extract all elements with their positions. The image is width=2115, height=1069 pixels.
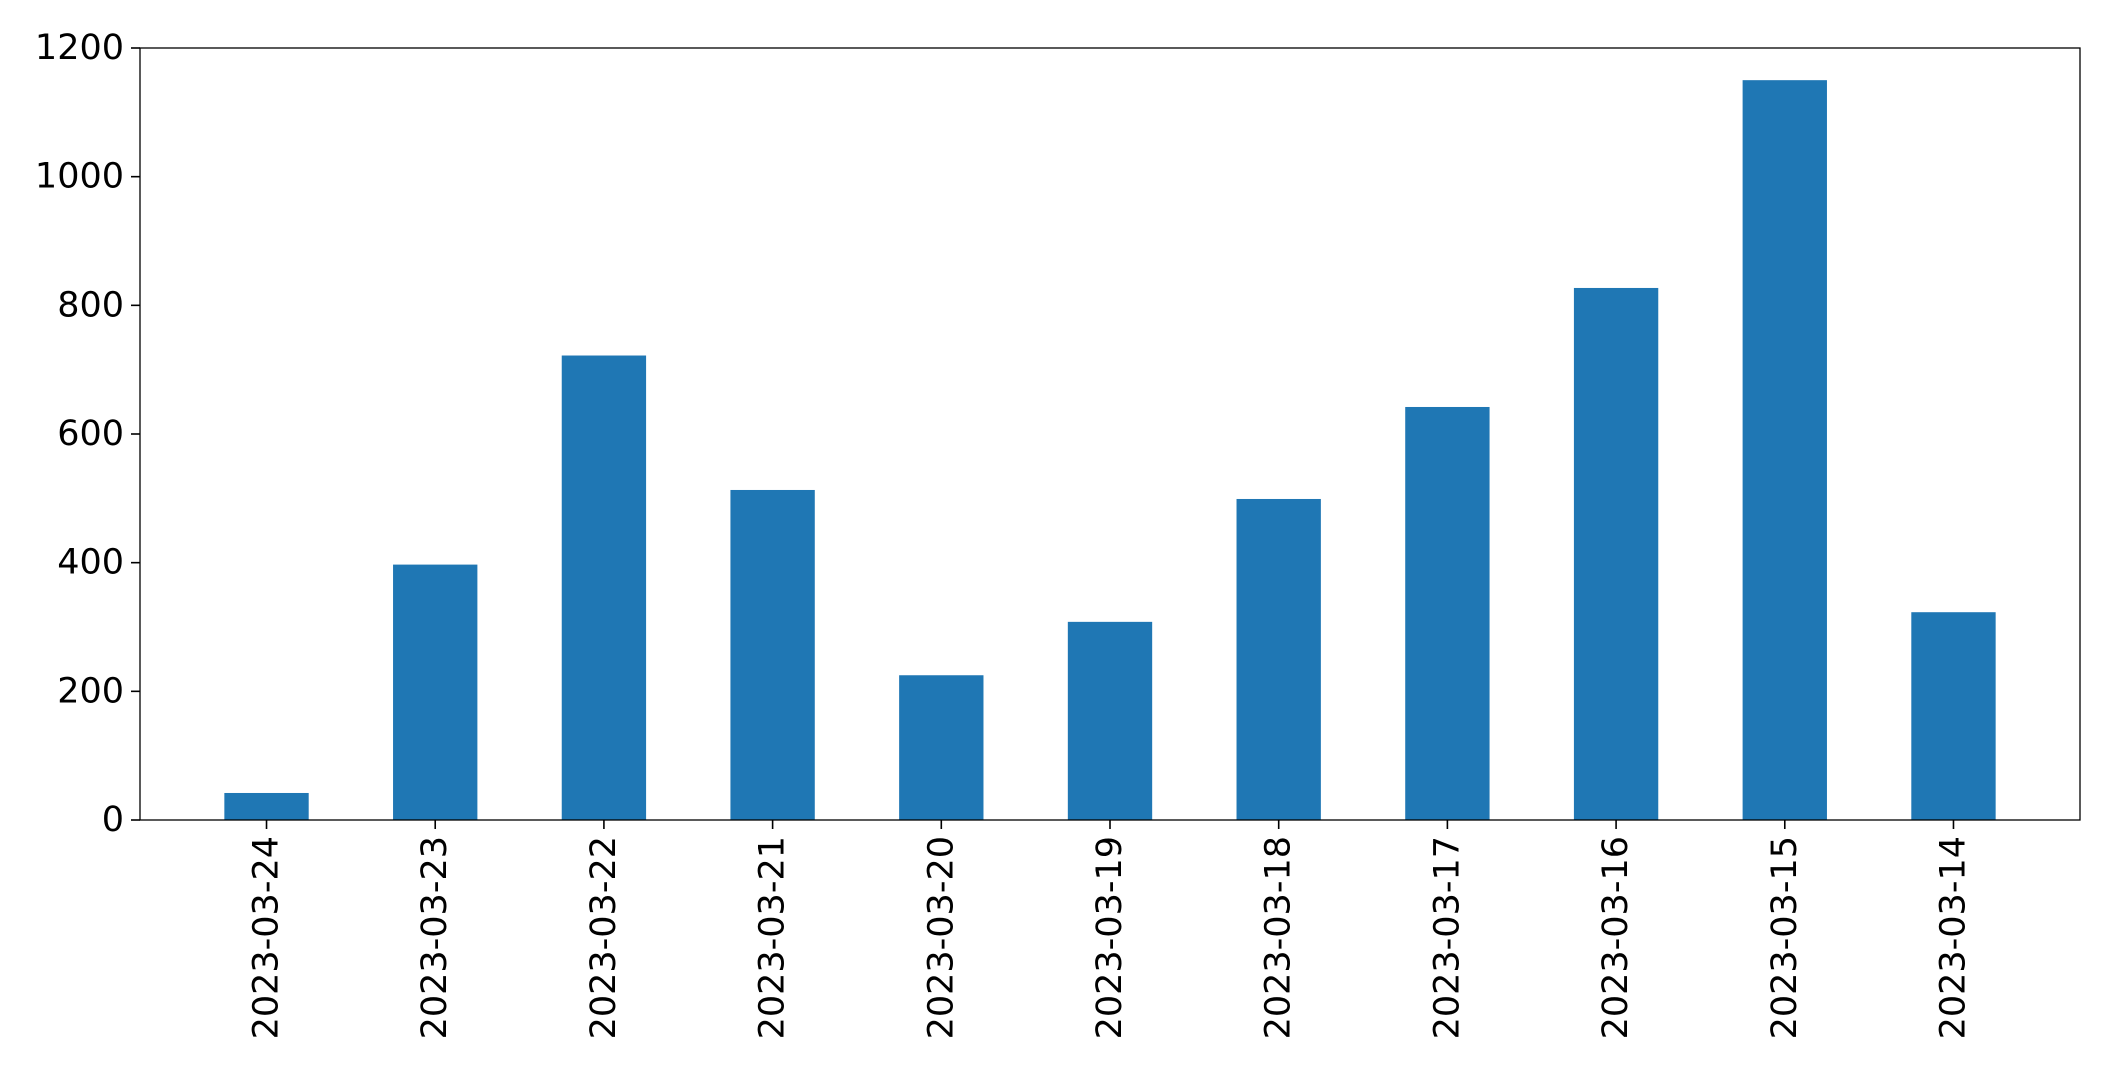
bar-2023-03-21 (730, 489, 815, 820)
y-tick-label: 0 (102, 800, 124, 840)
bar-2023-03-22 (561, 355, 647, 820)
bar-2023-03-20 (899, 675, 984, 820)
y-tick-label: 800 (57, 285, 124, 325)
plot-frame (139, 47, 2081, 821)
x-tick-label: 2023-03-21 (753, 836, 793, 1039)
bar-2023-03-18 (1236, 498, 1321, 820)
y-tick-label: 1200 (35, 28, 124, 68)
bar-2023-03-24 (224, 792, 309, 820)
x-tick-label: 2023-03-18 (1259, 836, 1299, 1039)
bar-2023-03-14 (1911, 612, 1996, 820)
y-axis: 0 200 400 600 800 1000 1200 (35, 28, 140, 840)
x-tick-label: 2023-03-23 (415, 836, 455, 1039)
bars-group (224, 80, 1996, 820)
y-tick-label: 400 (57, 543, 124, 583)
x-tick-label: 2023-03-22 (584, 836, 624, 1039)
bar-2023-03-16 (1573, 287, 1659, 820)
bar-2023-03-17 (1405, 406, 1490, 820)
bar-2023-03-19 (1067, 621, 1153, 820)
y-tick-label: 1000 (35, 157, 124, 197)
y-tick-label: 600 (57, 414, 124, 454)
x-tick-label: 2023-03-17 (1427, 836, 1467, 1039)
x-tick-label: 2023-03-15 (1765, 836, 1805, 1039)
x-axis: 2023-03-24 2023-03-23 2023-03-22 2023-03-21… (247, 820, 1973, 1039)
bar-2023-03-15 (1742, 80, 1827, 820)
x-tick-label: 2023-03-24 (247, 836, 287, 1039)
y-tick-label: 200 (57, 671, 124, 711)
bar-2023-03-23 (393, 564, 478, 820)
x-tick-label: 2023-03-19 (1090, 836, 1130, 1039)
x-tick-label: 2023-03-20 (921, 836, 961, 1039)
x-tick-label: 2023-03-14 (1933, 836, 1973, 1039)
x-tick-label: 2023-03-16 (1596, 836, 1636, 1039)
